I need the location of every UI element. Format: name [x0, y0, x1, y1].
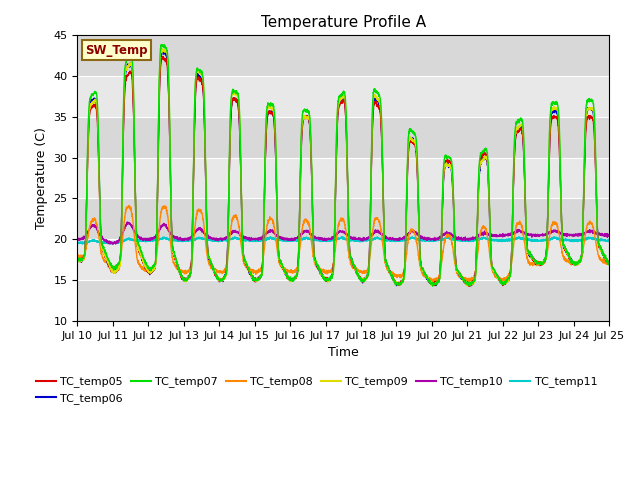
TC_temp11 — [134, 239, 142, 244]
TC_temp05 — [465, 284, 473, 289]
Line: TC_temp08: TC_temp08 — [77, 205, 609, 282]
TC_temp10 — [605, 232, 613, 238]
Line: TC_temp07: TC_temp07 — [77, 45, 609, 286]
TC_temp09 — [158, 46, 166, 52]
TC_temp08 — [301, 217, 308, 223]
TC_temp09 — [465, 283, 473, 289]
Line: TC_temp06: TC_temp06 — [77, 50, 609, 286]
Line: TC_temp05: TC_temp05 — [77, 57, 609, 287]
TC_temp07 — [166, 114, 173, 120]
TC_temp08 — [125, 203, 133, 208]
Text: SW_Temp: SW_Temp — [85, 44, 148, 57]
Bar — [77, 36, 609, 76]
TC_temp07 — [301, 108, 308, 113]
TC_temp11 — [301, 236, 308, 242]
TC_temp09 — [73, 255, 81, 261]
TC_temp11 — [73, 240, 81, 246]
TC_temp06 — [134, 243, 141, 249]
X-axis label: Time: Time — [328, 346, 358, 359]
TC_temp08 — [278, 263, 285, 268]
TC_temp07 — [159, 42, 166, 48]
TC_temp07 — [605, 261, 613, 267]
TC_temp11 — [538, 238, 546, 244]
TC_temp05 — [301, 115, 308, 121]
TC_temp05 — [605, 261, 613, 267]
TC_temp09 — [134, 246, 141, 252]
TC_temp11 — [278, 237, 285, 243]
TC_temp10 — [595, 231, 603, 237]
TC_temp08 — [166, 231, 173, 237]
TC_temp11 — [166, 237, 173, 242]
TC_temp07 — [429, 283, 436, 289]
TC_temp09 — [595, 242, 603, 248]
Line: TC_temp10: TC_temp10 — [77, 222, 609, 244]
Y-axis label: Temperature (C): Temperature (C) — [35, 127, 48, 229]
TC_temp10 — [278, 236, 285, 241]
TC_temp05 — [134, 246, 141, 252]
TC_temp07 — [278, 261, 285, 267]
TC_temp07 — [134, 240, 141, 246]
TC_temp06 — [166, 127, 173, 133]
Bar — [77, 239, 609, 280]
TC_temp10 — [301, 228, 308, 234]
TC_temp06 — [595, 242, 603, 248]
TC_temp10 — [166, 229, 173, 235]
Bar — [77, 76, 609, 117]
TC_temp09 — [166, 116, 173, 122]
TC_temp08 — [134, 258, 142, 264]
Bar — [77, 280, 609, 321]
TC_temp07 — [595, 243, 603, 249]
TC_temp10 — [124, 219, 131, 225]
TC_temp10 — [109, 241, 116, 247]
TC_temp10 — [134, 234, 142, 240]
TC_temp07 — [538, 260, 546, 265]
TC_temp09 — [538, 261, 546, 267]
TC_temp11 — [79, 241, 86, 247]
TC_temp08 — [538, 260, 546, 266]
TC_temp05 — [166, 129, 173, 135]
TC_temp09 — [301, 113, 308, 119]
TC_temp05 — [538, 260, 546, 266]
TC_temp07 — [73, 257, 81, 263]
TC_temp06 — [161, 48, 169, 53]
TC_temp05 — [595, 244, 603, 250]
TC_temp11 — [605, 237, 613, 242]
Title: Temperature Profile A: Temperature Profile A — [260, 15, 426, 30]
TC_temp08 — [605, 261, 613, 266]
Line: TC_temp11: TC_temp11 — [77, 237, 609, 244]
TC_temp10 — [538, 232, 546, 238]
TC_temp08 — [595, 255, 603, 261]
TC_temp11 — [595, 237, 603, 243]
TC_temp11 — [230, 234, 238, 240]
TC_temp10 — [73, 237, 81, 243]
TC_temp06 — [73, 256, 81, 262]
TC_temp08 — [73, 253, 81, 259]
Bar — [77, 117, 609, 158]
Bar — [77, 158, 609, 199]
TC_temp06 — [605, 260, 613, 265]
TC_temp06 — [278, 262, 285, 267]
TC_temp09 — [605, 261, 613, 266]
TC_temp05 — [278, 261, 285, 267]
Bar — [77, 199, 609, 239]
Line: TC_temp09: TC_temp09 — [77, 49, 609, 286]
TC_temp05 — [73, 256, 81, 262]
TC_temp06 — [538, 262, 546, 267]
TC_temp06 — [467, 283, 475, 289]
Legend: TC_temp05, TC_temp06, TC_temp07, TC_temp08, TC_temp09, TC_temp10, TC_temp11: TC_temp05, TC_temp06, TC_temp07, TC_temp… — [31, 372, 602, 408]
TC_temp08 — [429, 279, 436, 285]
TC_temp05 — [159, 54, 167, 60]
TC_temp06 — [301, 115, 308, 120]
TC_temp09 — [278, 262, 285, 268]
